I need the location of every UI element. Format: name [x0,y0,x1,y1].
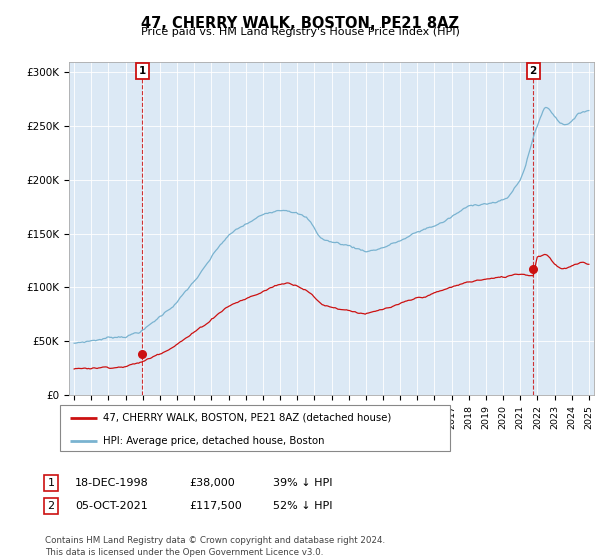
Text: 52% ↓ HPI: 52% ↓ HPI [273,501,332,511]
Text: 47, CHERRY WALK, BOSTON, PE21 8AZ (detached house): 47, CHERRY WALK, BOSTON, PE21 8AZ (detac… [103,413,391,423]
Text: 1: 1 [47,478,55,488]
Text: Price paid vs. HM Land Registry's House Price Index (HPI): Price paid vs. HM Land Registry's House … [140,27,460,37]
Text: 39% ↓ HPI: 39% ↓ HPI [273,478,332,488]
Text: £117,500: £117,500 [189,501,242,511]
Text: HPI: Average price, detached house, Boston: HPI: Average price, detached house, Bost… [103,436,325,446]
Text: 1: 1 [139,66,146,76]
Text: 18-DEC-1998: 18-DEC-1998 [75,478,149,488]
Text: £38,000: £38,000 [189,478,235,488]
Text: 2: 2 [47,501,55,511]
Text: Contains HM Land Registry data © Crown copyright and database right 2024.
This d: Contains HM Land Registry data © Crown c… [45,536,385,557]
Text: 05-OCT-2021: 05-OCT-2021 [75,501,148,511]
Text: 2: 2 [529,66,537,76]
FancyBboxPatch shape [60,405,450,451]
Text: 47, CHERRY WALK, BOSTON, PE21 8AZ: 47, CHERRY WALK, BOSTON, PE21 8AZ [141,16,459,31]
